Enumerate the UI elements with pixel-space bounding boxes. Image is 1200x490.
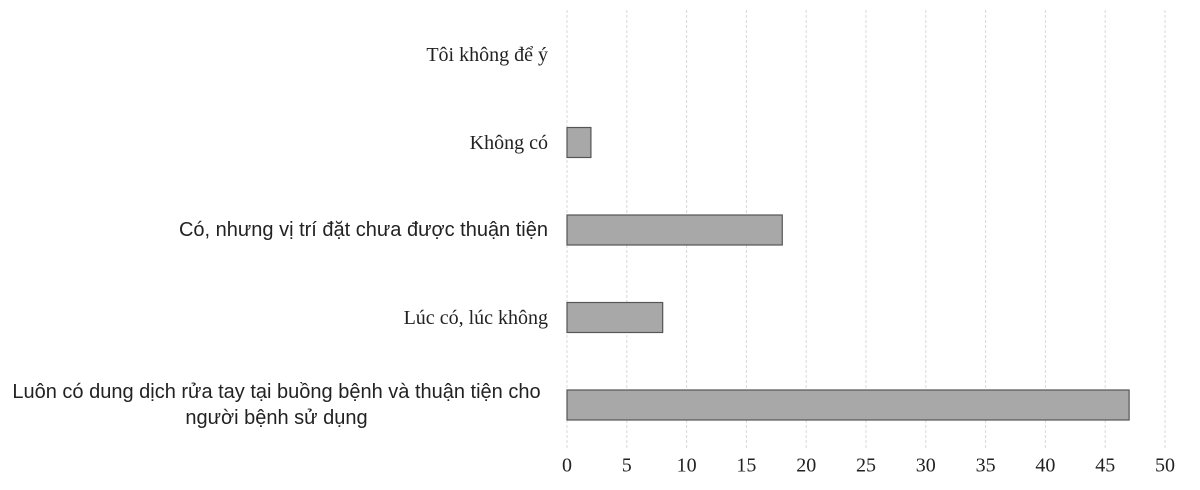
x-tick-label: 50 xyxy=(1155,455,1175,477)
y-tick-label: Tôi không để ý xyxy=(426,44,548,66)
x-tick-label: 0 xyxy=(562,455,572,477)
x-tick-label: 30 xyxy=(916,455,936,477)
bar xyxy=(566,301,664,334)
bar xyxy=(566,126,592,159)
y-tick-label: Có, nhưng vị trí đặt chưa được thuận tiệ… xyxy=(178,219,548,241)
x-tick-label: 10 xyxy=(677,455,697,477)
x-tick-label: 5 xyxy=(622,455,632,477)
y-tick-label: Không có xyxy=(469,131,548,154)
bar xyxy=(566,389,1130,421)
y-tick-label: Luôn có dung dịch rửa tay tại buồng bệnh… xyxy=(12,381,541,429)
x-tick-label: 35 xyxy=(976,455,996,477)
y-tick-label: Lúc có, lúc không xyxy=(403,306,548,329)
category-label-box: Luôn có dung dịch rửa tay tại buồng bệnh… xyxy=(5,375,548,435)
x-tick-label: 25 xyxy=(856,455,876,477)
bar xyxy=(566,214,783,246)
category-label-box: Có, nhưng vị trí đặt chưa được thuận tiệ… xyxy=(5,200,548,260)
category-label-box: Không có xyxy=(5,113,548,173)
x-tick-label: 40 xyxy=(1035,455,1055,477)
category-label-box: Lúc có, lúc không xyxy=(5,288,548,348)
x-tick-label: 45 xyxy=(1095,455,1115,477)
category-label-box: Tôi không để ý xyxy=(5,25,548,85)
x-tick-label: 20 xyxy=(796,455,816,477)
x-tick-label: 15 xyxy=(736,455,756,477)
